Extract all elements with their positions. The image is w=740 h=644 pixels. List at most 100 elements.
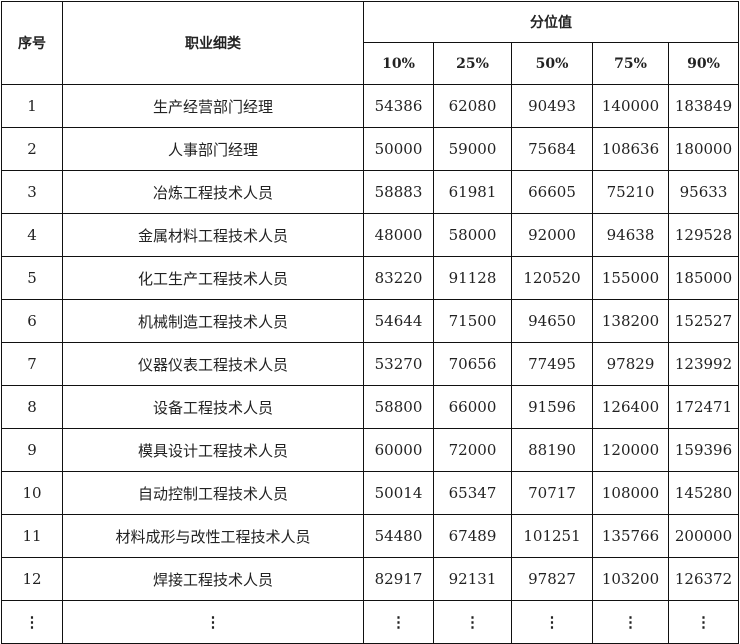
cell-p10: 50014	[363, 471, 434, 515]
cell-p75: 140000	[592, 84, 669, 128]
cell-p75: 108636	[592, 127, 669, 171]
cell-occupation: 机械制造工程技术人员	[62, 299, 364, 343]
table-row: 3 冶炼工程技术人员 58883 61981 66605 75210 95633	[1, 170, 739, 214]
cell-p25: 66000	[433, 385, 512, 429]
cell-p90: 145280	[668, 471, 739, 515]
table-row: 2 人事部门经理 50000 59000 75684 108636 180000	[1, 127, 739, 171]
ellipsis-row: ⋮ ⋮ ⋮ ⋮ ⋮ ⋮ ⋮	[1, 600, 739, 644]
cell-index: 1	[1, 84, 63, 128]
cell-p10: 60000	[363, 428, 434, 472]
cell-p75: 120000	[592, 428, 669, 472]
cell-p25: 67489	[433, 514, 512, 558]
cell-p50: 101251	[511, 514, 593, 558]
ellipsis-cell: ⋮	[1, 600, 63, 644]
cell-occupation: 生产经营部门经理	[62, 84, 364, 128]
ellipsis-cell: ⋮	[668, 600, 739, 644]
header-p90: 90%	[668, 42, 739, 85]
header-p25: 25%	[433, 42, 512, 85]
table-row: 11 材料成形与改性工程技术人员 54480 67489 101251 135766 20…	[1, 514, 739, 558]
cell-p90: 123992	[668, 342, 739, 386]
cell-p25: 91128	[433, 256, 512, 300]
cell-p25: 61981	[433, 170, 512, 214]
table-row: 5 化工生产工程技术人员 83220 91128 120520 155000 185000	[1, 256, 739, 300]
cell-p75: 138200	[592, 299, 669, 343]
cell-p10: 54480	[363, 514, 434, 558]
table-row: 9 模具设计工程技术人员 60000 72000 88190 120000 159396	[1, 428, 739, 472]
ellipsis-cell: ⋮	[511, 600, 593, 644]
cell-p90: 126372	[668, 557, 739, 601]
header-p50: 50%	[511, 42, 593, 85]
cell-p90: 95633	[668, 170, 739, 214]
table-row: 12 焊接工程技术人员 82917 92131 97827 103200 126372	[1, 557, 739, 601]
cell-p10: 48000	[363, 213, 434, 257]
cell-p75: 103200	[592, 557, 669, 601]
cell-p10: 82917	[363, 557, 434, 601]
cell-p90: 183849	[668, 84, 739, 128]
ellipsis-cell: ⋮	[62, 600, 364, 644]
cell-p25: 70656	[433, 342, 512, 386]
cell-occupation: 自动控制工程技术人员	[62, 471, 364, 515]
cell-p25: 59000	[433, 127, 512, 171]
cell-p90: 172471	[668, 385, 739, 429]
cell-p50: 92000	[511, 213, 593, 257]
cell-p50: 94650	[511, 299, 593, 343]
cell-index: 10	[1, 471, 63, 515]
cell-index: 3	[1, 170, 63, 214]
cell-p75: 155000	[592, 256, 669, 300]
cell-p10: 58800	[363, 385, 434, 429]
cell-p25: 65347	[433, 471, 512, 515]
cell-p90: 185000	[668, 256, 739, 300]
cell-index: 4	[1, 213, 63, 257]
cell-index: 12	[1, 557, 63, 601]
cell-index: 5	[1, 256, 63, 300]
cell-p50: 90493	[511, 84, 593, 128]
cell-p10: 54386	[363, 84, 434, 128]
cell-occupation: 冶炼工程技术人员	[62, 170, 364, 214]
cell-occupation: 焊接工程技术人员	[62, 557, 364, 601]
cell-index: 6	[1, 299, 63, 343]
cell-p90: 180000	[668, 127, 739, 171]
cell-index: 7	[1, 342, 63, 386]
cell-p75: 97829	[592, 342, 669, 386]
cell-index: 11	[1, 514, 63, 558]
cell-p10: 58883	[363, 170, 434, 214]
cell-p10: 54644	[363, 299, 434, 343]
cell-p50: 88190	[511, 428, 593, 472]
cell-p50: 66605	[511, 170, 593, 214]
cell-p10: 53270	[363, 342, 434, 386]
cell-occupation: 材料成形与改性工程技术人员	[62, 514, 364, 558]
cell-p50: 91596	[511, 385, 593, 429]
cell-occupation: 人事部门经理	[62, 127, 364, 171]
cell-p50: 75684	[511, 127, 593, 171]
cell-p50: 77495	[511, 342, 593, 386]
ellipsis-cell: ⋮	[363, 600, 434, 644]
cell-p25: 72000	[433, 428, 512, 472]
table-row: 1 生产经营部门经理 54386 62080 90493 140000 183849	[1, 84, 739, 128]
cell-p25: 71500	[433, 299, 512, 343]
cell-occupation: 模具设计工程技术人员	[62, 428, 364, 472]
header-percentile-group: 分位值	[363, 1, 739, 43]
cell-p90: 159396	[668, 428, 739, 472]
cell-p90: 129528	[668, 213, 739, 257]
cell-p50: 97827	[511, 557, 593, 601]
cell-p25: 62080	[433, 84, 512, 128]
cell-p75: 108000	[592, 471, 669, 515]
cell-p75: 135766	[592, 514, 669, 558]
cell-index: 2	[1, 127, 63, 171]
cell-p50: 70717	[511, 471, 593, 515]
ellipsis-cell: ⋮	[592, 600, 669, 644]
header-p10: 10%	[363, 42, 434, 85]
cell-occupation: 金属材料工程技术人员	[62, 213, 364, 257]
cell-occupation: 化工生产工程技术人员	[62, 256, 364, 300]
cell-p25: 92131	[433, 557, 512, 601]
table-row: 8 设备工程技术人员 58800 66000 91596 126400 172471	[1, 385, 739, 429]
cell-index: 9	[1, 428, 63, 472]
cell-p90: 152527	[668, 299, 739, 343]
cell-p90: 200000	[668, 514, 739, 558]
cell-occupation: 仪器仪表工程技术人员	[62, 342, 364, 386]
cell-index: 8	[1, 385, 63, 429]
cell-p75: 126400	[592, 385, 669, 429]
header-index: 序号	[1, 1, 63, 85]
cell-p75: 94638	[592, 213, 669, 257]
